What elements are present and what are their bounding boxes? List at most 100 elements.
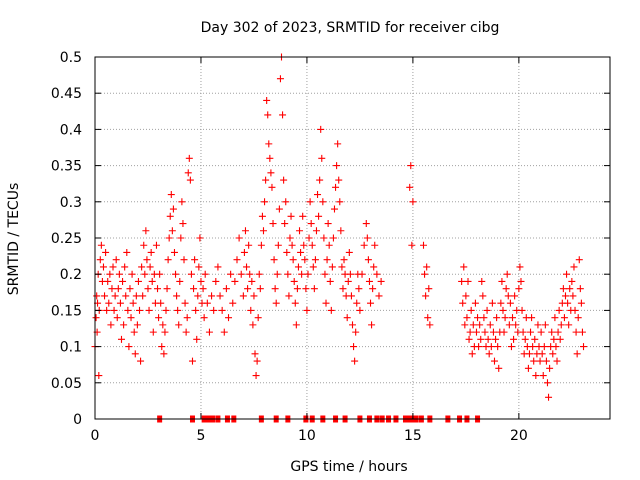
data-point [117,335,125,343]
y-tick-label: 0.4 [60,122,82,138]
data-point [530,357,538,365]
data-point [272,299,280,307]
data-points [91,53,588,423]
data-point [468,350,476,358]
data-point [322,299,330,307]
y-tick-label: 0.45 [51,86,82,102]
data-point [255,270,263,278]
data-point [476,321,484,329]
data-point [250,292,258,300]
data-point [251,350,259,358]
data-point [570,263,578,271]
data-point [203,299,211,307]
data-point [136,306,144,314]
data-point [550,335,558,343]
data-point [275,205,283,213]
data-point [490,357,498,365]
data-point [177,234,185,242]
data-point [218,306,226,314]
data-point [407,162,415,170]
data-point [139,292,147,300]
data-point [314,191,322,199]
data-point [506,299,514,307]
data-point [345,248,353,256]
data-point [156,270,164,278]
data-point [161,328,169,336]
data-point [505,321,513,329]
data-point [258,212,266,220]
data-point [163,285,171,293]
data-point [577,299,585,307]
data-point [528,314,536,322]
data-point [265,140,273,148]
data-point [296,227,304,235]
data-point [111,292,119,300]
y-tick-label: 0.05 [51,376,82,392]
data-point [474,314,482,322]
data-point [128,270,136,278]
x-tick-label: 5 [197,428,206,444]
data-point [240,248,248,256]
data-point [356,306,364,314]
data-point [358,270,366,278]
data-point [478,277,486,285]
data-point [498,277,506,285]
data-point [330,205,338,213]
data-point [134,277,142,285]
data-point [459,299,467,307]
data-point [509,314,517,322]
data-point [375,292,383,300]
data-point [146,263,154,271]
data-point [351,357,359,365]
data-point [280,176,288,184]
data-point [292,321,300,329]
data-point [552,343,560,351]
data-point [300,241,308,249]
data-point [521,335,529,343]
data-point [324,220,332,228]
data-point [317,125,325,133]
data-point [172,270,180,278]
data-point [187,270,195,278]
data-point [270,256,278,264]
data-point [188,357,196,365]
data-point [122,292,130,300]
data-point [220,328,228,336]
data-point [246,270,254,278]
data-point [580,343,588,351]
data-point [542,357,550,365]
data-point [464,277,472,285]
data-point [495,364,503,372]
data-point [190,285,198,293]
data-point [299,212,307,220]
data-point [541,321,549,329]
data-point [184,169,192,177]
data-point [536,357,544,365]
data-point [504,292,512,300]
data-point [147,248,155,256]
data-point [186,176,194,184]
data-point [340,256,348,264]
data-point [566,285,574,293]
data-point [409,198,417,206]
data-point [243,263,251,271]
data-point [253,357,261,365]
data-point [257,241,265,249]
data-point [105,299,113,307]
data-point [539,372,547,380]
data-point [329,234,337,242]
data-point [178,198,186,206]
y-tick-label: 0.3 [60,195,82,211]
data-point [373,270,381,278]
data-point [319,198,327,206]
data-point [271,285,279,293]
data-point [512,321,520,329]
data-point [294,263,302,271]
data-point [182,328,190,336]
data-point [568,277,576,285]
data-point [343,314,351,322]
data-point [519,328,527,336]
data-point [463,314,471,322]
data-point [143,256,151,264]
